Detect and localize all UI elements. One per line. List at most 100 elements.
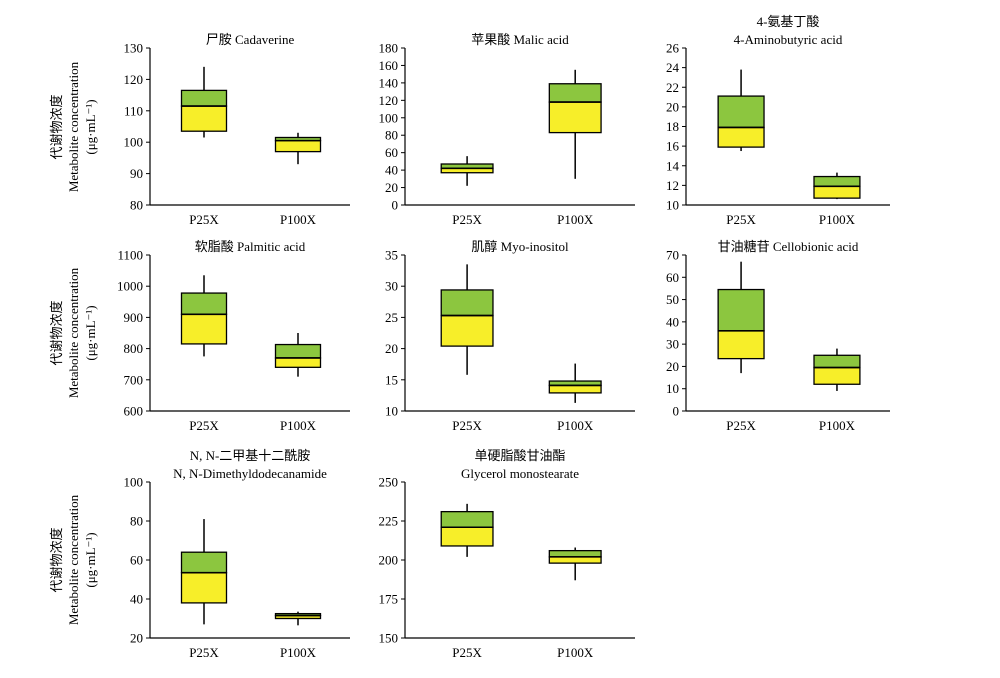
x-tick-label: P25X xyxy=(726,212,756,227)
x-tick-label: P25X xyxy=(452,418,482,433)
y-axis-label-en: Metabolite concentration xyxy=(66,61,81,192)
y-tick-label: 80 xyxy=(130,198,143,213)
y-tick-label: 35 xyxy=(385,248,398,263)
box-upper-half xyxy=(717,95,765,129)
chart-title: N, N-Dimethyldodecanamide xyxy=(173,466,327,481)
y-tick-label: 120 xyxy=(124,72,144,87)
chart-title: 苹果酸 Malic acid xyxy=(471,32,569,47)
box-lower-half xyxy=(440,526,494,547)
x-tick-label: P25X xyxy=(452,645,482,660)
y-tick-label: 175 xyxy=(379,592,399,607)
chart-title: Glycerol monostearate xyxy=(461,466,579,481)
y-tick-label: 10 xyxy=(666,198,679,213)
chart-title: 甘油糖苷 Cellobionic acid xyxy=(718,239,859,254)
y-tick-label: 60 xyxy=(130,553,143,568)
x-tick-label: P25X xyxy=(189,645,219,660)
box-lower-half xyxy=(274,139,322,153)
chart-panel-5: 10 15 20 25 30 35 P25X P100X 肌醇 Myo-inositol xyxy=(385,239,635,433)
box-upper-half xyxy=(180,551,228,574)
box-lower-half xyxy=(548,556,602,564)
x-tick-label: P100X xyxy=(557,212,594,227)
box-p100x xyxy=(813,348,861,391)
y-tick-label: 30 xyxy=(666,337,679,352)
y-axis-label-row-1: 代谢物浓度 Metabolite concentration (μg·mL⁻¹) xyxy=(49,61,98,192)
chart-title: 单硬脂酸甘油酯 xyxy=(474,448,565,463)
chart-panel-8: 150 175 200 225 250 P25X P100X 单硬脂酸甘油酯 Glycerol … xyxy=(379,448,635,660)
box-p25x xyxy=(717,69,765,152)
x-tick-label: P100X xyxy=(280,645,317,660)
y-tick-label: 18 xyxy=(666,119,679,134)
y-tick-label: 10 xyxy=(385,404,398,419)
x-tick-label: P25X xyxy=(189,212,219,227)
y-tick-label: 100 xyxy=(124,475,144,490)
y-tick-label: 20 xyxy=(666,99,679,114)
y-tick-label: 800 xyxy=(124,341,144,356)
y-axis-label-en: Metabolite concentration xyxy=(66,494,81,625)
x-tick-label: P25X xyxy=(726,418,756,433)
chart-title: 肌醇 Myo-inositol xyxy=(471,239,569,254)
y-tick-label: 60 xyxy=(666,270,679,285)
y-tick-label: 160 xyxy=(379,58,399,73)
box-p100x xyxy=(548,69,602,179)
box-p25x xyxy=(180,275,228,357)
y-tick-label: 20 xyxy=(130,631,143,646)
y-axis-label-en: Metabolite concentration xyxy=(66,267,81,398)
y-tick-label: 120 xyxy=(379,93,399,108)
x-tick-label: P100X xyxy=(819,212,856,227)
y-tick-label: 600 xyxy=(124,404,144,419)
y-tick-label: 12 xyxy=(666,178,679,193)
chart-panel-1: 80 90 100 110 120 130 P25X P100X 尸胺 Cadaverine xyxy=(124,32,350,227)
box-upper-half xyxy=(440,510,494,528)
box-lower-half xyxy=(180,105,228,132)
y-tick-label: 20 xyxy=(385,180,398,195)
y-tick-label: 130 xyxy=(124,41,144,56)
chart-panel-4: 600 700 800 900 1000 1100 P25X P100X 软脂酸 Palmiti… xyxy=(117,239,350,433)
y-tick-label: 1100 xyxy=(117,248,143,263)
y-tick-label: 100 xyxy=(379,110,399,125)
x-tick-label: P100X xyxy=(557,645,594,660)
box-p25x xyxy=(440,503,494,557)
x-tick-label: P100X xyxy=(557,418,594,433)
box-p100x xyxy=(274,611,322,626)
box-upper-half xyxy=(717,288,765,332)
y-axis-label-unit: (μg·mL⁻¹) xyxy=(83,532,98,587)
chart-title: 尸胺 Cadaverine xyxy=(206,32,295,47)
y-tick-label: 70 xyxy=(666,248,679,263)
box-lower-half xyxy=(548,101,602,134)
y-tick-label: 250 xyxy=(379,475,399,490)
y-tick-label: 1000 xyxy=(117,279,143,294)
y-tick-label: 20 xyxy=(666,359,679,374)
y-axis-label-row-3: 代谢物浓度 Metabolite concentration (μg·mL⁻¹) xyxy=(49,494,98,625)
box-upper-half xyxy=(180,89,228,107)
y-tick-label: 140 xyxy=(379,75,399,90)
box-lower-half xyxy=(717,126,765,148)
box-upper-half xyxy=(813,175,861,188)
box-upper-half xyxy=(548,549,602,558)
x-tick-label: P25X xyxy=(452,212,482,227)
y-tick-label: 25 xyxy=(385,310,398,325)
chart-title: N, N-二甲基十二酰胺 xyxy=(190,448,311,463)
box-p100x xyxy=(274,333,322,377)
chart-panel-2: 0 20 40 60 80 100 120 140 160 180 P25X P100X 苹果酸 Mal… xyxy=(379,32,635,227)
y-tick-label: 225 xyxy=(379,514,399,529)
box-p25x xyxy=(440,264,494,375)
y-tick-label: 40 xyxy=(385,163,398,178)
y-tick-label: 150 xyxy=(379,631,399,646)
chart-title: 4-氨基丁酸 xyxy=(757,14,820,29)
box-p100x xyxy=(813,172,861,200)
box-p100x xyxy=(548,363,602,403)
box-p25x xyxy=(180,519,228,625)
y-tick-label: 60 xyxy=(385,145,398,160)
box-upper-half xyxy=(274,343,322,359)
y-axis-label-unit: (μg·mL⁻¹) xyxy=(83,305,98,360)
y-tick-label: 900 xyxy=(124,310,144,325)
box-lower-half xyxy=(548,384,602,394)
chart-title: 软脂酸 Palmitic acid xyxy=(195,239,306,254)
y-tick-label: 16 xyxy=(666,139,680,154)
box-upper-half xyxy=(180,292,228,315)
y-axis-label-row-2: 代谢物浓度 Metabolite concentration (μg·mL⁻¹) xyxy=(49,267,98,398)
box-lower-half xyxy=(813,366,861,385)
box-p25x xyxy=(440,156,494,186)
y-tick-label: 80 xyxy=(385,128,398,143)
y-tick-label: 26 xyxy=(666,41,680,56)
